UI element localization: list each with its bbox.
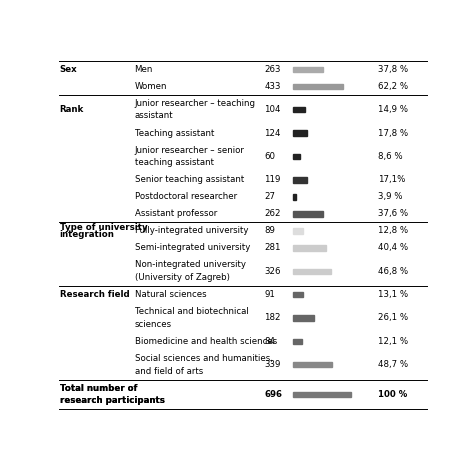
Bar — [292, 194, 296, 200]
Bar — [292, 362, 332, 367]
Bar — [292, 130, 307, 136]
Bar — [292, 84, 344, 89]
Text: Rank: Rank — [60, 105, 84, 114]
Bar — [292, 211, 323, 217]
Text: 281: 281 — [264, 243, 281, 252]
Text: 8,6 %: 8,6 % — [378, 152, 403, 161]
Text: 3,9 %: 3,9 % — [378, 192, 402, 201]
Text: 40,4 %: 40,4 % — [378, 243, 408, 252]
Bar — [292, 292, 303, 298]
Bar — [292, 228, 303, 234]
Text: Fully-integrated university: Fully-integrated university — [135, 226, 248, 235]
Text: Technical and biotechnical: Technical and biotechnical — [135, 307, 248, 316]
Text: (University of Zagreb): (University of Zagreb) — [135, 273, 229, 282]
Text: 48,7 %: 48,7 % — [378, 360, 408, 369]
Text: 326: 326 — [264, 267, 281, 276]
Text: Sex: Sex — [60, 65, 77, 74]
Text: 12,8 %: 12,8 % — [378, 226, 408, 235]
Text: Junior researcher – senior: Junior researcher – senior — [135, 146, 245, 155]
Text: Postdoctoral researcher: Postdoctoral researcher — [135, 192, 237, 201]
Text: 27: 27 — [264, 192, 275, 201]
Bar — [292, 268, 331, 274]
Text: Research field: Research field — [60, 290, 129, 299]
Text: Social sciences and humanities,: Social sciences and humanities, — [135, 354, 273, 363]
Text: 696: 696 — [264, 390, 282, 399]
Text: teaching assistant: teaching assistant — [135, 158, 214, 167]
Text: Assistant professor: Assistant professor — [135, 209, 217, 219]
Text: 124: 124 — [264, 128, 281, 138]
Text: Biomedicine and health sciences: Biomedicine and health sciences — [135, 337, 277, 346]
Text: 14,9 %: 14,9 % — [378, 105, 408, 114]
Text: 12,1 %: 12,1 % — [378, 337, 408, 346]
Bar — [292, 67, 323, 72]
Bar — [292, 177, 307, 182]
Bar — [292, 315, 314, 321]
Text: Total number of: Total number of — [60, 384, 137, 393]
Text: Teaching assistant: Teaching assistant — [135, 128, 214, 138]
Text: 100 %: 100 % — [378, 390, 407, 399]
Text: and field of arts: and field of arts — [135, 366, 203, 376]
Text: 433: 433 — [264, 82, 281, 91]
Text: 119: 119 — [264, 175, 281, 184]
Text: 62,2 %: 62,2 % — [378, 82, 408, 91]
Text: Senior teaching assistant: Senior teaching assistant — [135, 175, 244, 184]
Text: 46,8 %: 46,8 % — [378, 267, 408, 276]
Text: Semi-integrated university: Semi-integrated university — [135, 243, 250, 252]
Text: Total number of: Total number of — [60, 384, 137, 393]
Text: 17,1%: 17,1% — [378, 175, 405, 184]
Text: research participants: research participants — [60, 396, 164, 405]
Text: 84: 84 — [264, 337, 275, 346]
Text: 60: 60 — [264, 152, 275, 161]
Text: 262: 262 — [264, 209, 281, 219]
Bar — [292, 245, 326, 250]
Text: 263: 263 — [264, 65, 281, 74]
Bar — [292, 392, 352, 397]
Text: 13,1 %: 13,1 % — [378, 290, 408, 299]
Bar — [292, 107, 305, 112]
Text: integration: integration — [60, 230, 115, 239]
Text: 89: 89 — [264, 226, 275, 235]
Text: Women: Women — [135, 82, 167, 91]
Text: assistant: assistant — [135, 111, 173, 121]
Bar — [292, 339, 302, 344]
Text: sciences: sciences — [135, 320, 172, 329]
Text: 91: 91 — [264, 290, 275, 299]
Text: Type of university: Type of university — [60, 223, 147, 232]
Text: research participants: research participants — [60, 396, 164, 405]
Text: Junior researcher – teaching: Junior researcher – teaching — [135, 99, 255, 108]
Text: 37,6 %: 37,6 % — [378, 209, 408, 219]
Text: 182: 182 — [264, 314, 281, 322]
Bar — [292, 154, 300, 159]
Text: Men: Men — [135, 65, 153, 74]
Text: Non-integrated university: Non-integrated university — [135, 261, 246, 269]
Text: 26,1 %: 26,1 % — [378, 314, 408, 322]
Text: Natural sciences: Natural sciences — [135, 290, 206, 299]
Text: 339: 339 — [264, 360, 281, 369]
Text: 104: 104 — [264, 105, 281, 114]
Text: 37,8 %: 37,8 % — [378, 65, 408, 74]
Text: 17,8 %: 17,8 % — [378, 128, 408, 138]
